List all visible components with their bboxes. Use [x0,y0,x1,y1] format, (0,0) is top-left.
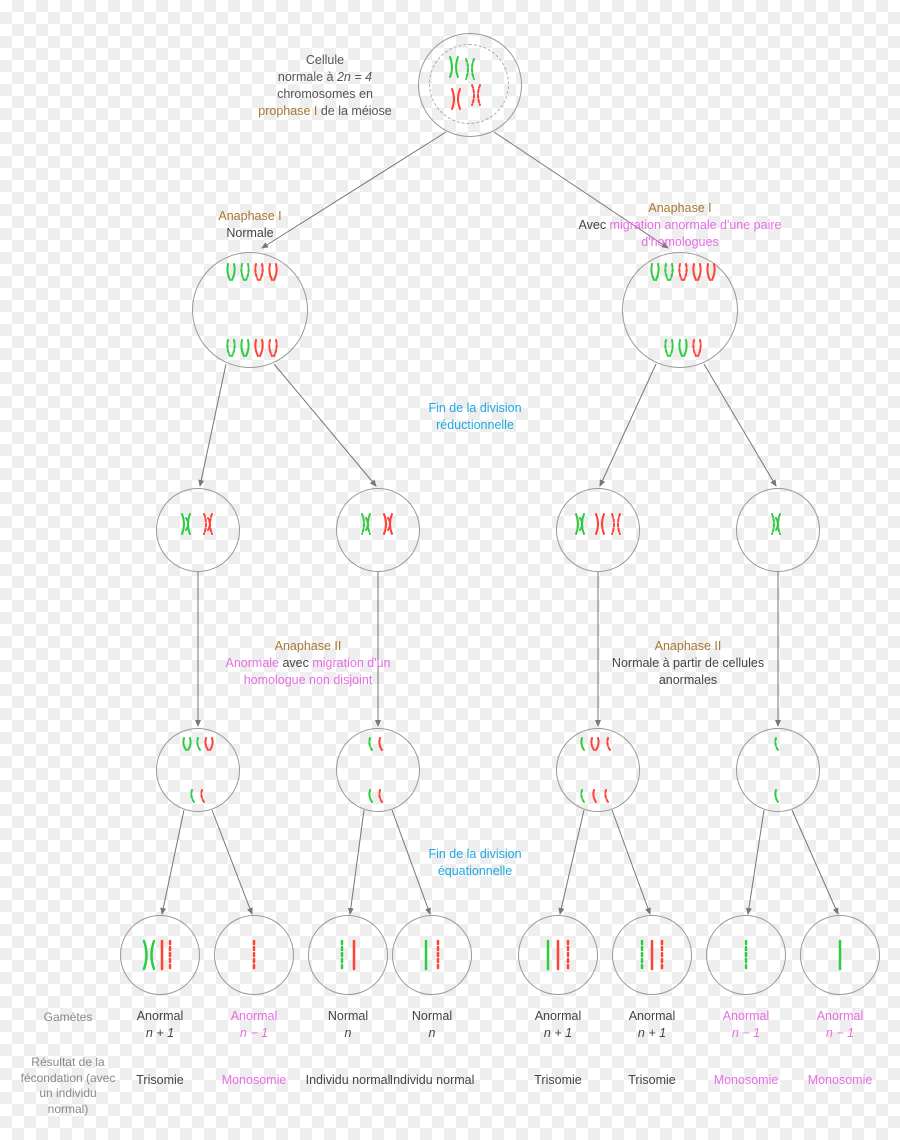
left-d2-chrom-b [336,488,420,572]
gamete-chrom [392,915,472,995]
gamete-label: Anormaln − 1 [795,1008,885,1042]
gamete-chrom [706,915,786,995]
gamete-label: Anormaln − 1 [209,1008,299,1042]
result-label: Individu normal [303,1072,393,1089]
left-d2-chrom-a [156,488,240,572]
right-anaphase2-label: Anaphase II Normale à partir de cellules… [598,638,778,689]
result-label: Trisomie [607,1072,697,1089]
gamete-label: Anormaln + 1 [513,1008,603,1042]
left-anaphase1-label: Anaphase I Normale [170,208,330,242]
fecondation-row-header: Résultat de la fécondation (avec un indi… [18,1055,118,1117]
result-label: Trisomie [115,1072,205,1089]
a2-chrom-3 [556,728,640,812]
result-label: Individu normal [387,1072,477,1089]
result-label: Monosomie [795,1072,885,1089]
left-a1-chrom [192,252,308,368]
right-d2-chrom-a [556,488,640,572]
gamete-label: Anormaln + 1 [607,1008,697,1042]
gametes-row-header: Gamètes [18,1010,118,1026]
result-label: Monosomie [209,1072,299,1089]
division2-label: Fin de la division équationnelle [420,846,530,880]
a2-chrom-2 [336,728,420,812]
left-anaphase2-label: Anaphase II Anormale avec migration d'un… [218,638,398,689]
a2-chrom-4 [736,728,820,812]
gamete-label: Anormaln + 1 [115,1008,205,1042]
gamete-label: Normaln [303,1008,393,1042]
result-label: Trisomie [513,1072,603,1089]
gamete-label: Anormaln − 1 [701,1008,791,1042]
gamete-chrom [612,915,692,995]
result-label: Monosomie [701,1072,791,1089]
gamete-chrom [120,915,200,995]
meiosis-diagram: Cellule normale à 2n = 4 chromosomes en … [0,0,900,1140]
gamete-chrom [308,915,388,995]
right-anaphase1-label: Anaphase I Avec migration anormale d'une… [570,200,790,251]
gamete-chrom [800,915,880,995]
gamete-chrom [518,915,598,995]
top-caption: Cellule normale à 2n = 4 chromosomes en … [240,52,410,120]
division1-label: Fin de la division réductionnelle [420,400,530,434]
a2-chrom-1 [156,728,240,812]
prophase-chromosomes [430,45,510,125]
right-d2-chrom-b [736,488,820,572]
gamete-chrom [214,915,294,995]
gamete-label: Normaln [387,1008,477,1042]
right-a1-chrom [622,252,738,368]
